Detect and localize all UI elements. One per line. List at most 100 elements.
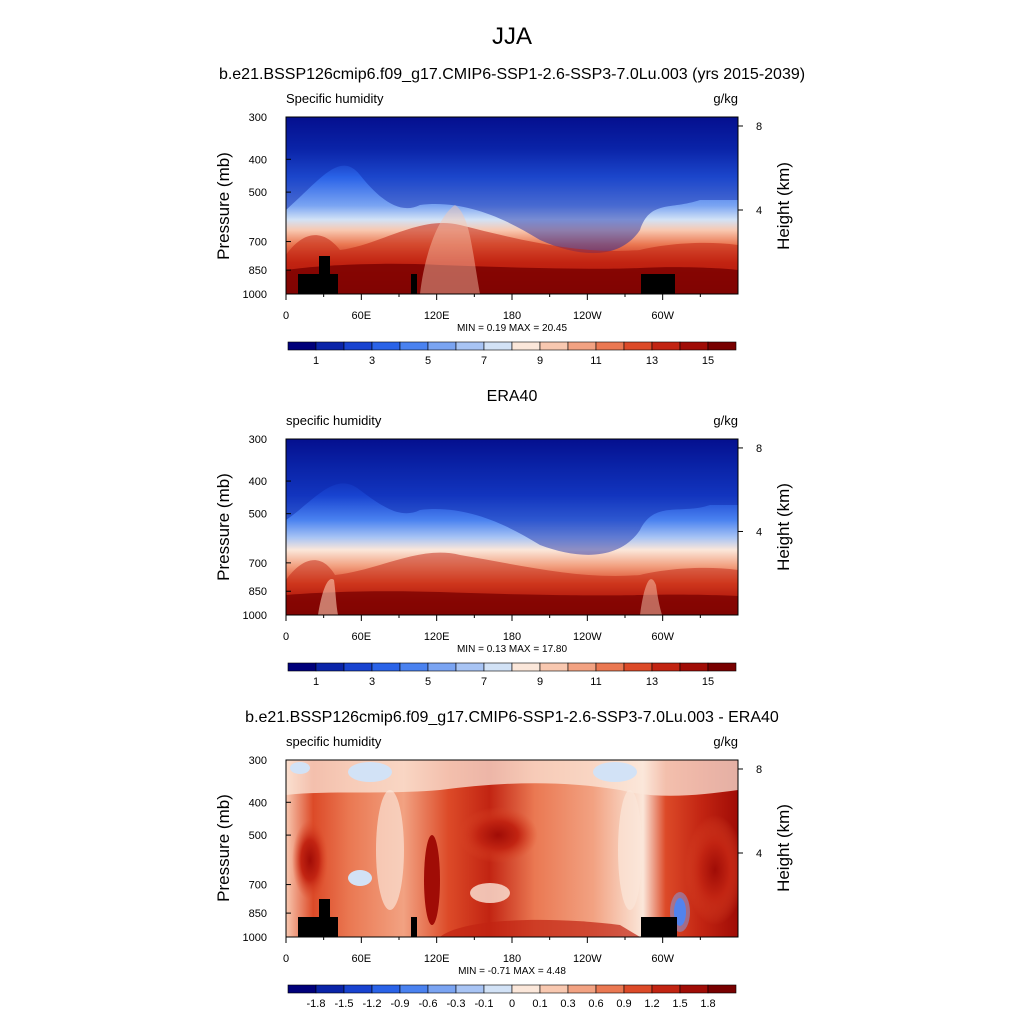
colorbar-box — [511, 662, 541, 672]
colorbar-label: 5 — [425, 355, 431, 367]
colorbar-label: 7 — [481, 676, 487, 688]
y2-tick-label: 8 — [756, 764, 762, 776]
panel-1-y2ticks: 48 — [738, 121, 762, 217]
colorbar-label: 11 — [590, 355, 601, 367]
colorbar-label: 1.2 — [644, 998, 659, 1010]
y-tick-label: 850 — [249, 586, 267, 598]
x-tick-label: 120E — [424, 631, 450, 643]
colorbar-label: -0.1 — [475, 998, 494, 1010]
colorbar-box — [707, 662, 737, 672]
y-tick-label: 1000 — [243, 610, 267, 622]
colorbar-box — [399, 341, 429, 351]
colorbar-label: 3 — [369, 355, 375, 367]
x-tick-label: 180 — [503, 953, 521, 965]
colorbar-box — [511, 341, 541, 351]
panel-1: b.e21.BSSP126cmip6.f09_g17.CMIP6-SSP1-2.… — [214, 66, 805, 367]
colorbar-label: 15 — [702, 676, 714, 688]
panel-3-yticks: 300 400 500 700 850 1000 — [243, 755, 291, 944]
x-tick-label: 0 — [283, 310, 289, 322]
colorbar-label: 1.8 — [700, 998, 715, 1010]
colorbar-label: -0.6 — [419, 998, 438, 1010]
y-tick-label: 400 — [249, 154, 267, 166]
colorbar-box — [679, 341, 709, 351]
panel-2-colorbar: 1 3 5 7 9 11 13 15 — [287, 662, 737, 688]
panel-1-title: b.e21.BSSP126cmip6.f09_g17.CMIP6-SSP1-2.… — [219, 66, 805, 83]
colorbar-box — [595, 662, 625, 672]
y-tick-label: 700 — [249, 880, 267, 892]
y-tick-label: 700 — [249, 558, 267, 570]
colorbar-box — [567, 662, 597, 672]
colorbar-box — [455, 341, 485, 351]
panel-2-ylabel: Pressure (mb) — [214, 473, 233, 581]
colorbar-box — [315, 662, 345, 672]
colorbar-label: 0 — [509, 998, 515, 1010]
panel-2-yticks: 300 400 500 700 850 1000 — [243, 434, 291, 622]
colorbar-label: -1.5 — [335, 998, 354, 1010]
panel-1-ylabel: Pressure (mb) — [214, 152, 233, 260]
colorbar-box — [371, 984, 401, 994]
colorbar-label: 1 — [313, 676, 319, 688]
y-tick-label: 300 — [249, 755, 267, 767]
colorbar-box — [483, 341, 513, 351]
y-tick-label: 1000 — [243, 932, 267, 944]
panel-3-xticks: 0 60E 120E 180 120W 60W — [283, 937, 701, 965]
y-tick-label: 300 — [249, 434, 267, 446]
colorbar-box — [399, 984, 429, 994]
y-tick-label: 400 — [249, 797, 267, 809]
panel-3-field — [286, 760, 738, 937]
colorbar-label: -1.8 — [307, 998, 326, 1010]
colorbar-box — [539, 662, 569, 672]
colorbar-label: 1 — [313, 355, 319, 367]
x-tick-label: 60E — [352, 310, 372, 322]
y-tick-label: 850 — [249, 265, 267, 277]
panel-3-topography — [298, 899, 677, 937]
y2-tick-label: 4 — [756, 205, 762, 217]
colorbar-box — [707, 341, 737, 351]
colorbar-box — [455, 662, 485, 672]
colorbar-label: 5 — [425, 676, 431, 688]
y2-tick-label: 8 — [756, 443, 762, 455]
panel-3: b.e21.BSSP126cmip6.f09_g17.CMIP6-SSP1-2.… — [214, 709, 793, 1010]
colorbar-box — [707, 984, 737, 994]
colorbar-label: -0.9 — [391, 998, 410, 1010]
colorbar-box — [427, 341, 457, 351]
colorbar-box — [539, 341, 569, 351]
colorbar-box — [595, 984, 625, 994]
x-tick-label: 120W — [573, 310, 602, 322]
y-tick-label: 500 — [249, 187, 267, 199]
panel-3-title: b.e21.BSSP126cmip6.f09_g17.CMIP6-SSP1-2.… — [245, 709, 779, 726]
y-tick-label: 500 — [249, 830, 267, 842]
x-tick-label: 60W — [651, 631, 674, 643]
figure-title: JJA — [492, 23, 532, 50]
colorbar-box — [651, 662, 681, 672]
x-tick-label: 60E — [352, 953, 372, 965]
y-tick-label: 400 — [249, 476, 267, 488]
colorbar-box — [567, 984, 597, 994]
colorbar-box — [287, 341, 317, 351]
colorbar-box — [427, 662, 457, 672]
x-tick-label: 180 — [503, 310, 521, 322]
colorbar-box — [623, 662, 653, 672]
panel-2-stats: MIN = 0.13 MAX = 17.80 — [457, 644, 567, 655]
x-tick-label: 120E — [424, 953, 450, 965]
y2-tick-label: 8 — [756, 121, 762, 133]
panel-3-y2label: Height (km) — [774, 804, 793, 892]
panel-2-title: ERA40 — [487, 388, 538, 405]
x-tick-label: 120E — [424, 310, 450, 322]
colorbar-box — [567, 341, 597, 351]
x-tick-label: 60W — [651, 310, 674, 322]
x-tick-label: 120W — [573, 953, 602, 965]
colorbar-box — [427, 984, 457, 994]
colorbar-box — [483, 984, 513, 994]
colorbar-box — [343, 341, 373, 351]
colorbar-label: 0.3 — [560, 998, 575, 1010]
colorbar-box — [679, 662, 709, 672]
y2-tick-label: 4 — [756, 526, 762, 538]
colorbar-box — [623, 984, 653, 994]
panel-1-xticks: 0 60E 120E 180 120W 60W — [283, 294, 701, 322]
colorbar-label: 13 — [646, 676, 658, 688]
colorbar-label: 11 — [590, 676, 601, 688]
panel-3-right-label: g/kg — [713, 734, 738, 749]
colorbar-label: 13 — [646, 355, 658, 367]
